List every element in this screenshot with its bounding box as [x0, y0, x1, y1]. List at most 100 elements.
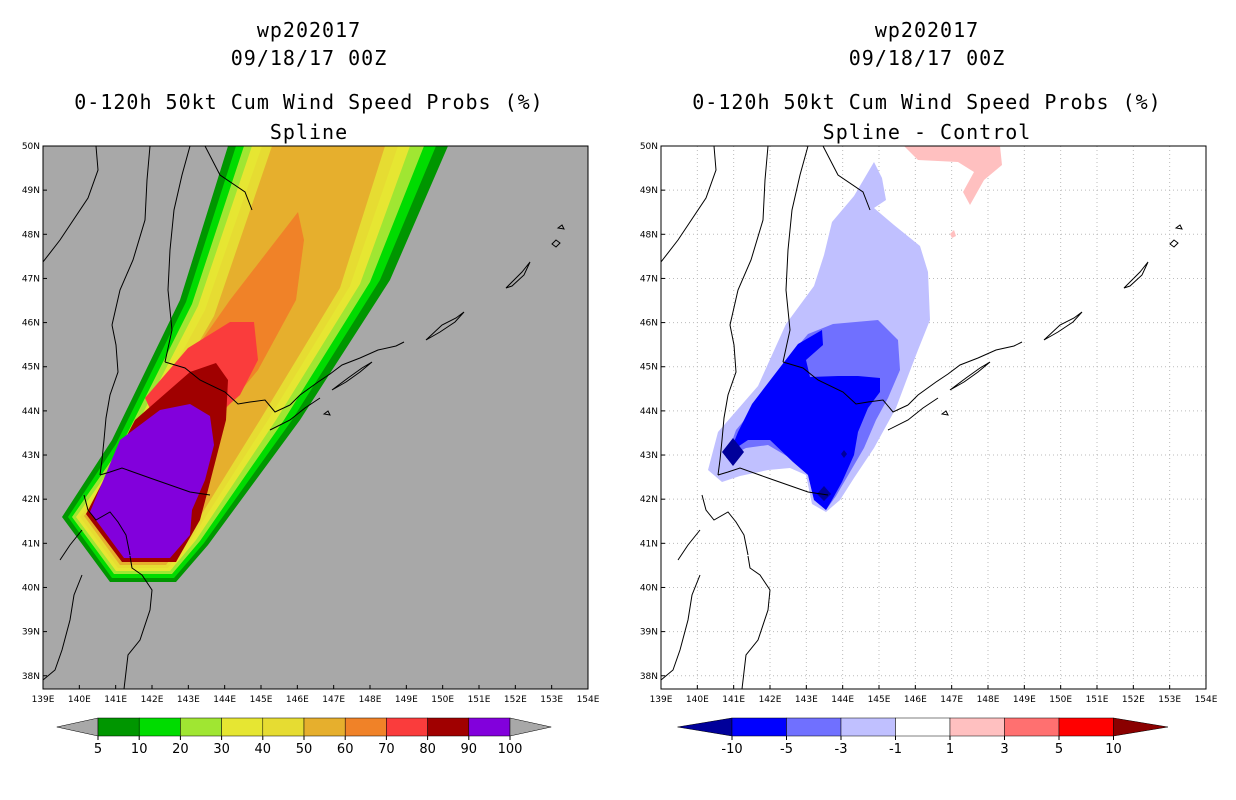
colorbar-cell [949, 717, 1005, 737]
lon-tick-label: 149E [395, 695, 418, 705]
lon-tick-label: 142E [141, 695, 164, 705]
colorbar-cell [344, 717, 387, 737]
lon-tick-label: 147E [940, 695, 963, 705]
colorbar-label: 1 [946, 742, 954, 757]
lat-tick-label: 43N [640, 451, 658, 461]
lon-tick-label: 140E [68, 695, 91, 705]
colorbar-cell [468, 717, 511, 737]
lon-tick-label: 141E [104, 695, 127, 705]
colorbar-label: 70 [378, 742, 395, 757]
lat-tick-label: 49N [640, 186, 658, 196]
lon-tick-label: 145E [868, 695, 891, 705]
colorbar-label: 90 [461, 742, 478, 757]
colorbar-label: 100 [498, 742, 523, 757]
lat-tick-label: 43N [22, 451, 40, 461]
lon-tick-label: 139E [650, 695, 673, 705]
lat-tick-label: 47N [640, 274, 658, 284]
lon-tick-label: 154E [1195, 695, 1218, 705]
colorbar-cell [303, 717, 346, 737]
colorbar-label: -10 [721, 742, 742, 757]
colorbar-label: -5 [780, 742, 793, 757]
lat-tick-label: 38N [640, 672, 658, 682]
colorbar-label: 10 [1105, 742, 1122, 757]
lon-tick-label: 152E [504, 695, 527, 705]
colorbar-cell [1058, 717, 1114, 737]
panel-subtitle: Spline - Control [822, 120, 1032, 144]
lat-tick-label: 39N [640, 628, 658, 638]
lat-tick-label: 39N [22, 628, 40, 638]
diff-neg-10-c [841, 450, 847, 458]
lon-tick-label: 140E [686, 695, 709, 705]
lon-tick-label: 148E [977, 695, 1000, 705]
map-right: 139E 140E 141E 142E 143E 144E 145E 146E 147E 148E… [640, 142, 1218, 757]
lon-tick-label: 150E [1049, 695, 1072, 705]
colorbar-label: 5 [1055, 742, 1063, 757]
lon-tick-label: 150E [431, 695, 454, 705]
lon-tick-label: 143E [177, 695, 200, 705]
lat-tick-label: 42N [640, 495, 658, 505]
colorbar-label: 10 [131, 742, 148, 757]
panel-spline-minus-control: wp202017 09/18/17 00Z 0-120h 50kt Cum Wi… [618, 0, 1236, 800]
swath-90 [90, 404, 214, 558]
lon-tick-label: 139E [32, 695, 55, 705]
colorbar-label: 60 [337, 742, 354, 757]
diff-pos-1-dot [950, 230, 956, 238]
storm-id: wp202017 [256, 18, 362, 42]
map-border [42, 145, 589, 690]
map-left: 139E 140E 141E 142E 143E 144E 145E 146E 147E 148E… [22, 142, 600, 757]
lon-tick-label: 153E [1158, 695, 1181, 705]
lon-tick-label: 151E [1086, 695, 1109, 705]
storm-id: wp202017 [874, 18, 980, 42]
lon-tick-label: 148E [359, 695, 382, 705]
colorbar-label: 5 [94, 742, 102, 757]
lat-tick-label: 46N [640, 319, 658, 329]
lat-tick-label: 48N [22, 230, 40, 240]
colorbar-label: 20 [172, 742, 189, 757]
colorbar-cell [262, 717, 305, 737]
colorbar-cell [97, 717, 140, 737]
panel-spline: wp202017 09/18/17 00Z 0-120h 50kt Cum Wi… [22, 18, 600, 757]
lat-tick-label: 40N [22, 583, 40, 593]
lat-tick-label: 46N [22, 319, 40, 329]
product-title: 0-120h 50kt Cum Wind Speed Probs (%) [74, 90, 544, 114]
colorbar-label: -3 [835, 742, 848, 757]
lon-tick-label: 146E [286, 695, 309, 705]
colorbar-label: -1 [889, 742, 902, 757]
colorbar-label: 40 [255, 742, 272, 757]
lat-tick-label: 42N [22, 495, 40, 505]
colorbar-arrow-low [677, 717, 733, 737]
difference-field [708, 146, 1002, 512]
map-border [660, 145, 1207, 690]
lat-tick-label: 50N [22, 142, 40, 152]
lat-tick-label: 40N [640, 583, 658, 593]
diff-neg-5 [730, 330, 880, 510]
colorbar-cell [1004, 717, 1060, 737]
colorbar-cell [386, 717, 428, 737]
colorbar-label: 50 [296, 742, 313, 757]
colorbar: 5 10 20 30 40 50 60 70 80 90 100 [56, 717, 552, 757]
coastlines [661, 146, 1183, 689]
datetime: 09/18/17 00Z [230, 46, 388, 70]
lon-tick-label: 144E [213, 695, 236, 705]
lat-tick-label: 48N [640, 230, 658, 240]
colorbar-arrow-high [509, 717, 552, 737]
colorbar-arrow-high [1113, 717, 1169, 737]
lon-tick-label: 144E [831, 695, 854, 705]
lon-tick-label: 146E [904, 695, 927, 705]
lat-tick-label: 44N [640, 407, 658, 417]
colorbar-label: 3 [1000, 742, 1008, 757]
colorbar-cell [138, 717, 181, 737]
coastlines [43, 146, 565, 689]
colorbar-cell [786, 717, 842, 737]
lon-tick-label: 141E [722, 695, 745, 705]
lat-tick-label: 47N [22, 274, 40, 284]
lon-tick-label: 145E [250, 695, 273, 705]
probability-swath [62, 146, 448, 582]
colorbar-cell [221, 717, 264, 737]
lon-tick-label: 147E [322, 695, 345, 705]
colorbar-cell [731, 717, 787, 737]
colorbar-cell [895, 717, 951, 737]
lat-tick-label: 38N [22, 672, 40, 682]
lat-tick-label: 45N [22, 363, 40, 373]
lon-tick-label: 143E [795, 695, 818, 705]
